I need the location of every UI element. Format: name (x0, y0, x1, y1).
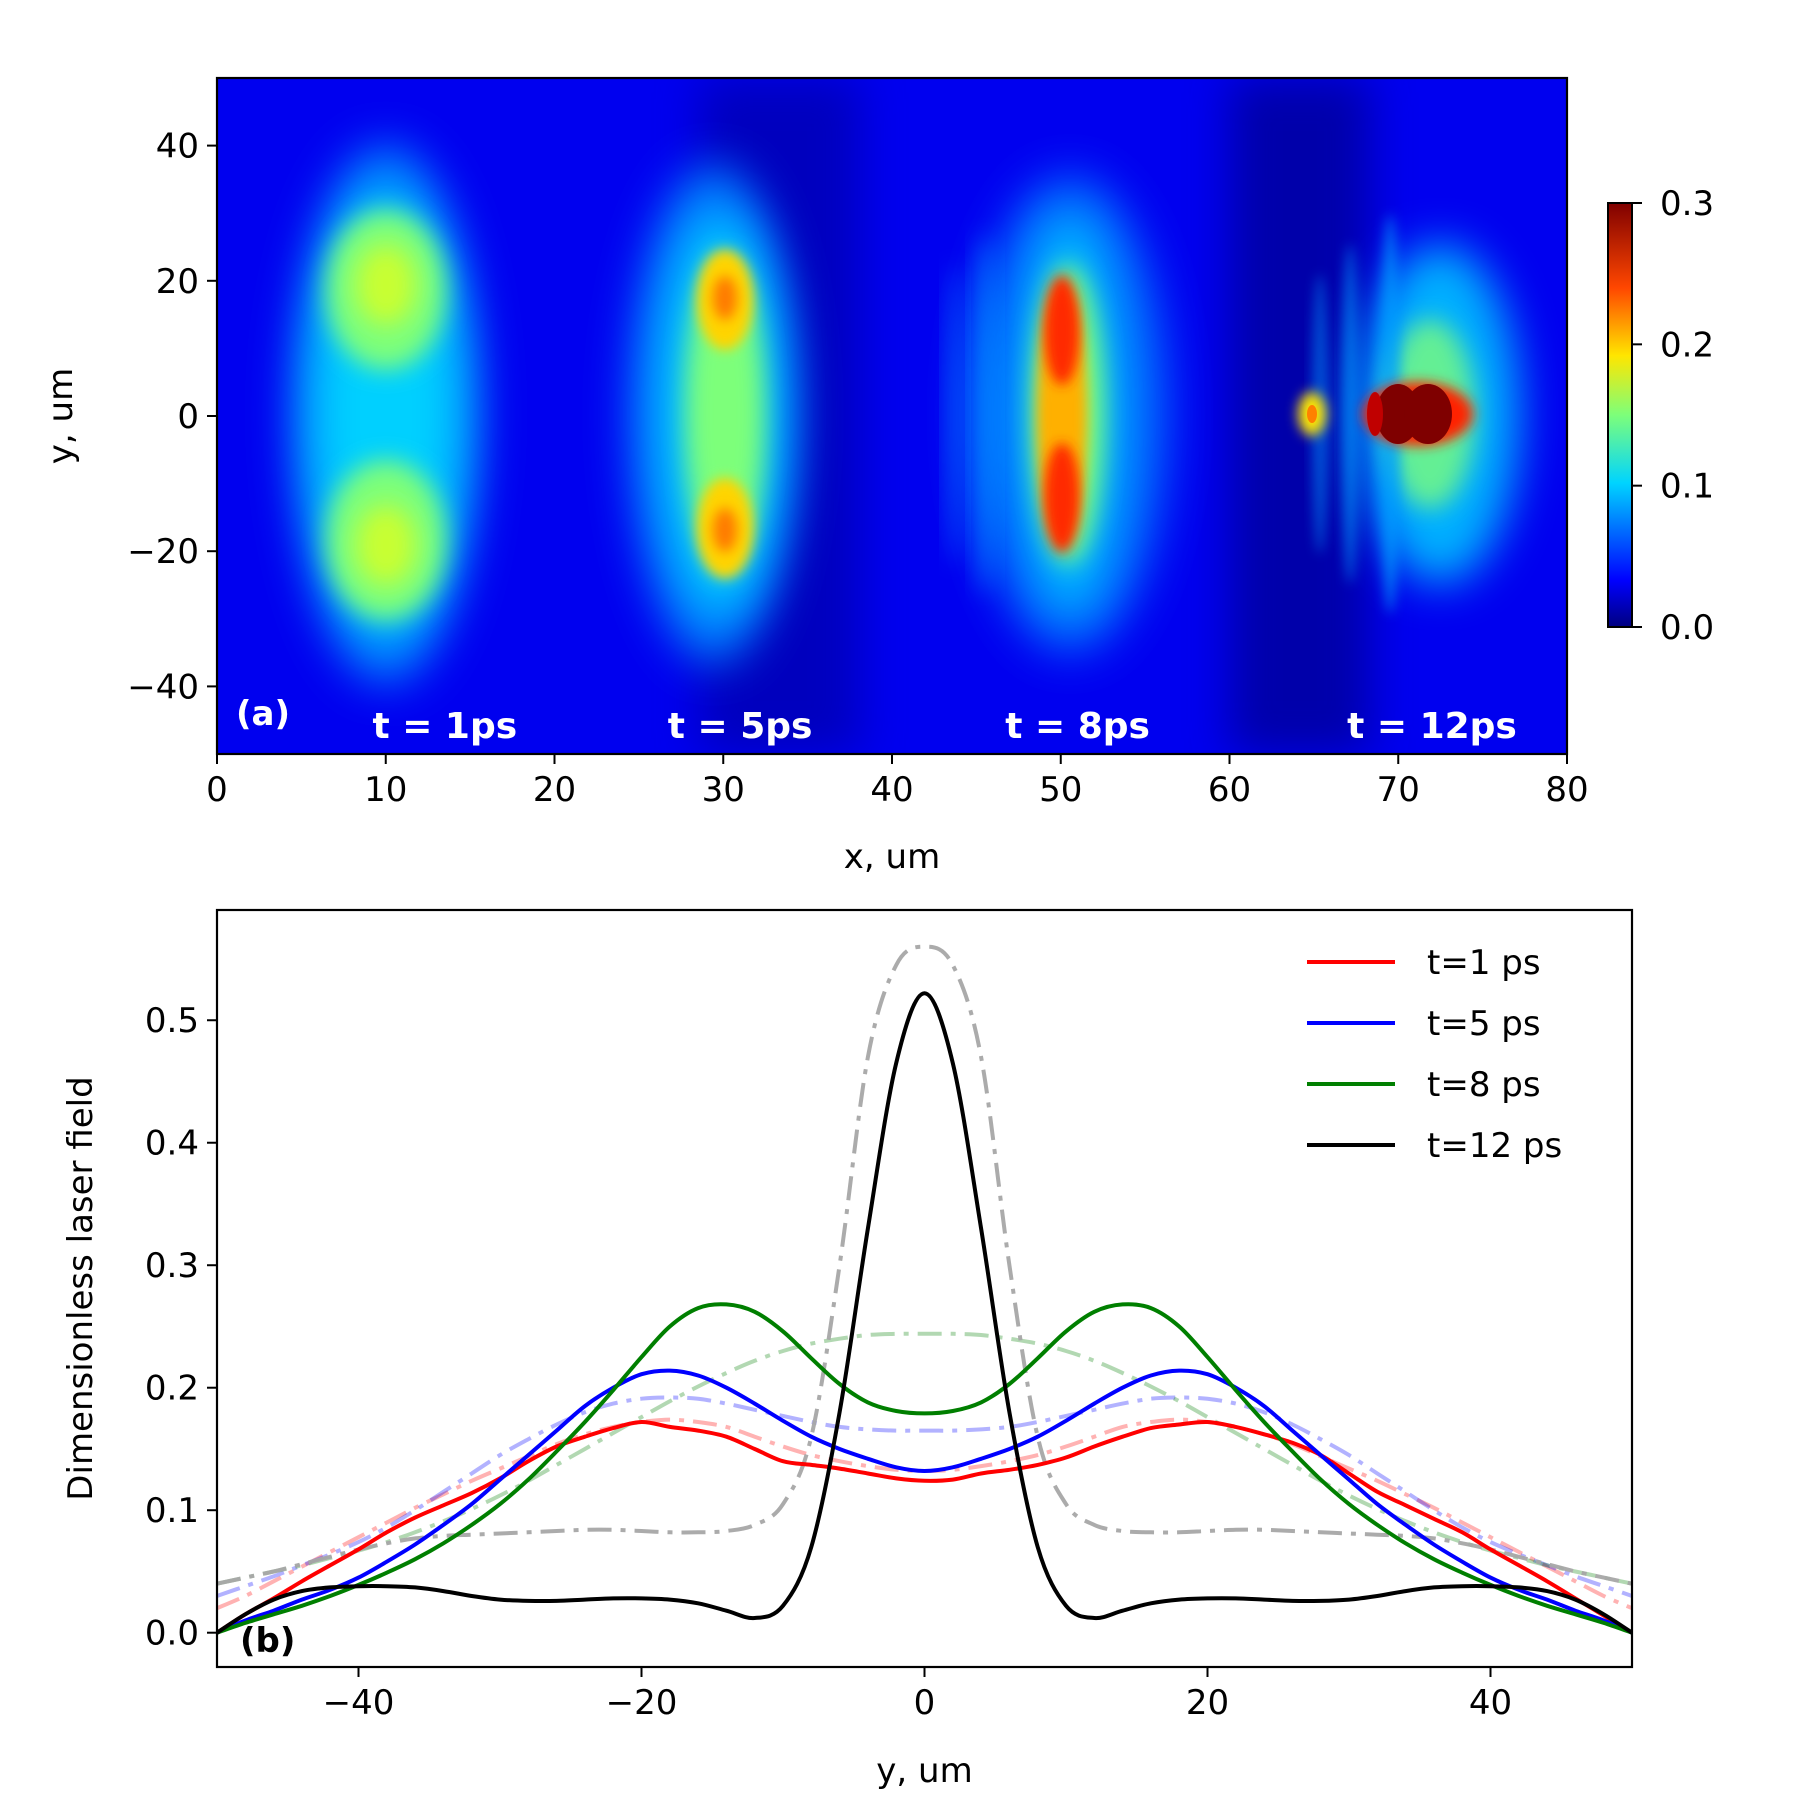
colorbar-tick-label: 0.0 (1660, 608, 1714, 648)
y-tick-label: −40 (127, 667, 199, 707)
pulse-t8 (947, 174, 1170, 654)
x-tick-label: 40 (870, 770, 913, 810)
x-tick-label: −20 (606, 1683, 678, 1723)
y-tick-label: 0 (177, 397, 199, 437)
y-axis-label: y, um (41, 368, 81, 464)
legend-label: t=12 ps (1427, 1126, 1562, 1166)
y-tick-label: −20 (127, 532, 199, 572)
colorbar-ticks: 0.0 0.1 0.2 0.3 (1632, 184, 1714, 648)
y-tick-label: 0.2 (145, 1369, 199, 1409)
colorbar-tick-label: 0.1 (1660, 467, 1714, 507)
colorbar: 0.0 0.1 0.2 0.3 (1607, 184, 1714, 648)
y-tick-label: 0.3 (145, 1246, 199, 1286)
series-reference-line-t12 (217, 944, 1632, 1586)
y-tick-label: 0.1 (145, 1491, 199, 1531)
series-line-t1 (217, 1419, 1632, 1635)
x-tick-label: 60 (1208, 770, 1251, 810)
heatmap-field (291, 78, 1520, 754)
y-axis-label: Dimensionless laser field (61, 1076, 101, 1500)
colorbar-tick-label: 0.3 (1660, 184, 1714, 224)
time-annotation: t = 5ps (668, 706, 813, 747)
x-tick-label: 30 (702, 770, 745, 810)
x-axis-label: x, um (844, 837, 940, 877)
series-line-t8 (217, 1302, 1632, 1635)
x-tick-label: 20 (533, 770, 576, 810)
legend: t=1 ps t=5 ps t=8 ps t=12 ps (1307, 943, 1562, 1166)
y-tick-label: 0.0 (145, 1614, 199, 1654)
x-tick-label: 0 (206, 770, 228, 810)
heatmap-axes: 0 10 20 30 40 50 60 70 80 40 20 0 −20 −40 x, um y, um (41, 127, 1589, 877)
x-tick-label: 70 (1377, 770, 1420, 810)
y-tick-label: 40 (156, 127, 199, 167)
x-tick-label: 10 (364, 770, 407, 810)
x-tick-label: 40 (1469, 1683, 1512, 1723)
line-series (217, 944, 1632, 1635)
time-annotation: t = 12ps (1347, 706, 1517, 747)
panel-label-b: (b) (240, 1621, 295, 1661)
legend-label: t=5 ps (1427, 1004, 1541, 1044)
pulse-t1 (291, 144, 481, 684)
y-tick-label: 0.5 (145, 1001, 199, 1041)
pulse-t5 (628, 164, 798, 664)
series-line-t12 (217, 991, 1632, 1635)
heatmap-annotations: (a) t = 1ps t = 5ps t = 8ps t = 12ps (236, 694, 1517, 747)
legend-label: t=1 ps (1427, 943, 1541, 983)
x-tick-label: 0 (914, 1683, 936, 1723)
time-annotation: t = 8ps (1005, 706, 1150, 747)
x-tick-label: −40 (323, 1683, 395, 1723)
colorbar-tick-label: 0.2 (1660, 325, 1714, 365)
x-tick-label: 80 (1545, 770, 1588, 810)
x-tick-label: 20 (1186, 1683, 1229, 1723)
panel-label-a: (a) (236, 694, 290, 734)
series-reference-line-t5 (217, 1395, 1632, 1598)
x-tick-label: 50 (1039, 770, 1082, 810)
heatmap-panel (215, 76, 1569, 756)
y-tick-label: 20 (156, 262, 199, 302)
lineplot-background (217, 910, 1632, 1667)
time-annotation: t = 1ps (372, 706, 517, 747)
lineplot-axes: −40 −20 0 20 40 0.0 0.1 0.2 0.3 0.4 0.5 y, um Dimens… (61, 1001, 1512, 1791)
legend-label: t=8 ps (1427, 1065, 1541, 1105)
pulse-t12 (1298, 214, 1520, 614)
colorbar-gradient (1607, 202, 1633, 628)
x-axis-label: y, um (876, 1751, 972, 1791)
series-line-t5 (217, 1368, 1632, 1635)
y-tick-label: 0.4 (145, 1124, 199, 1164)
